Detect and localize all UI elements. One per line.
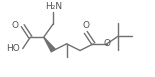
- Text: O: O: [82, 21, 89, 30]
- Text: H₂N: H₂N: [45, 2, 62, 11]
- Text: HO: HO: [6, 44, 20, 53]
- Text: O: O: [103, 39, 110, 48]
- Polygon shape: [44, 37, 55, 52]
- Text: O: O: [12, 21, 19, 30]
